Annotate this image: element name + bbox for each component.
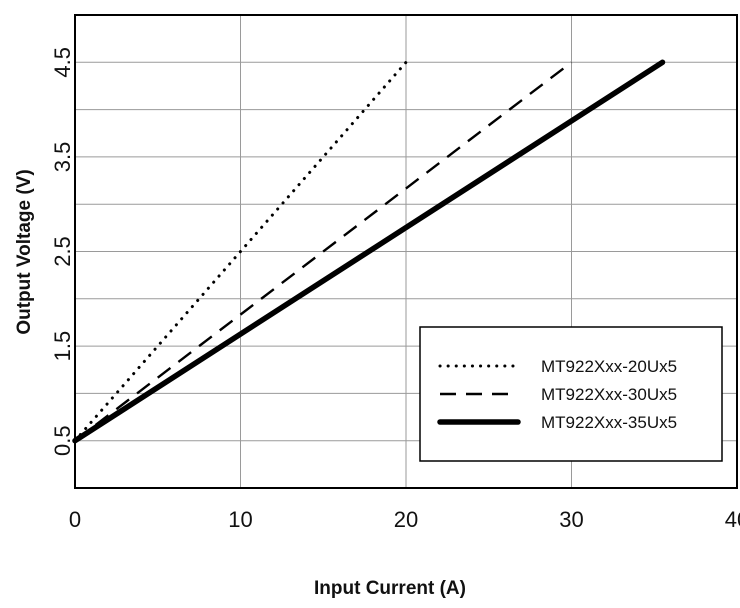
- legend-label-20ux5: MT922Xxx-20Ux5: [541, 357, 677, 376]
- x-tick-label: 30: [559, 507, 583, 532]
- legend: MT922Xxx-20Ux5 MT922Xxx-30Ux5 MT922Xxx-3…: [419, 326, 723, 462]
- x-tick-labels: 0 10 20 30 40: [69, 507, 740, 532]
- legend-label-30ux5: MT922Xxx-30Ux5: [541, 385, 677, 404]
- y-tick-labels: 0.5 1.5 2.5 3.5 4.5: [50, 47, 75, 456]
- series-lines: [72, 59, 666, 444]
- x-tick-label: 10: [228, 507, 252, 532]
- y-tick-label: 1.5: [50, 331, 75, 362]
- y-tick-label: 2.5: [50, 236, 75, 267]
- y-tick-label: 4.5: [50, 47, 75, 78]
- y-tick-label: 3.5: [50, 142, 75, 173]
- series-line-mt922xxx-30ux5: [74, 61, 573, 442]
- legend-label-35ux5: MT922Xxx-35Ux5: [541, 413, 677, 432]
- grid-lines: [75, 15, 737, 488]
- y-tick-label: 0.5: [50, 425, 75, 456]
- x-tick-label: 0: [69, 507, 81, 532]
- series-line-mt922xxx-35ux5: [72, 59, 666, 444]
- x-axis-title: Input Current (A): [314, 578, 466, 599]
- x-tick-label: 40: [725, 507, 740, 532]
- y-axis-title: Output Voltage (V): [14, 169, 35, 334]
- plot-frame: [74, 14, 738, 489]
- x-tick-label: 20: [394, 507, 418, 532]
- series-line-mt922xxx-20ux5: [73, 60, 408, 443]
